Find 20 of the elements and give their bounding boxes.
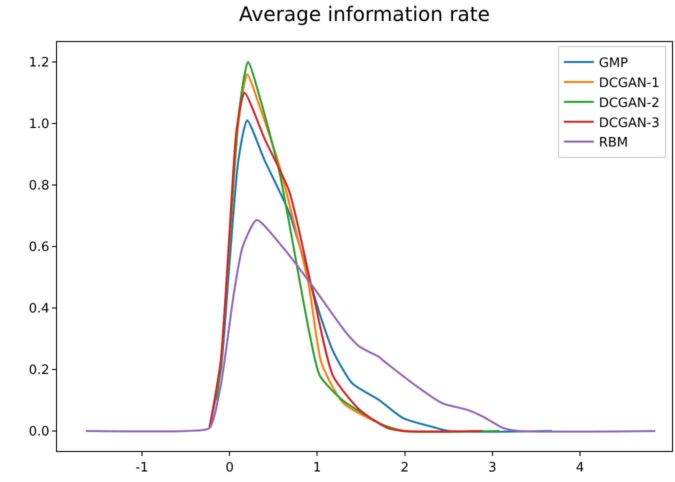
x-tick-label: 1 <box>313 460 322 476</box>
y-tick-label: 0.6 <box>28 240 50 256</box>
x-tick-label: 0 <box>225 460 234 476</box>
x-tick-label: 3 <box>488 460 497 476</box>
line-series <box>84 219 656 433</box>
y-tick-label: 0.4 <box>28 302 50 317</box>
legend-label: RBM <box>598 136 628 151</box>
y-tick-label: 1.0 <box>28 117 50 132</box>
y-tick-label: 0.0 <box>28 424 50 440</box>
legend-label: DCGAN-2 <box>598 96 660 111</box>
x-tick-label: 2 <box>400 460 409 476</box>
chart-title: Average information rate <box>239 2 490 26</box>
legend-label: DCGAN-1 <box>598 76 660 92</box>
y-tick-label: 1.2 <box>28 56 50 71</box>
x-tick-label: 4 <box>576 460 584 476</box>
legend-label: DCGAN-3 <box>598 116 660 131</box>
legend-label: GMP <box>598 56 628 72</box>
x-tick-label: -1 <box>135 460 148 476</box>
y-tick-label: 0.8 <box>28 178 50 194</box>
y-tick-label: 0.2 <box>28 363 50 378</box>
